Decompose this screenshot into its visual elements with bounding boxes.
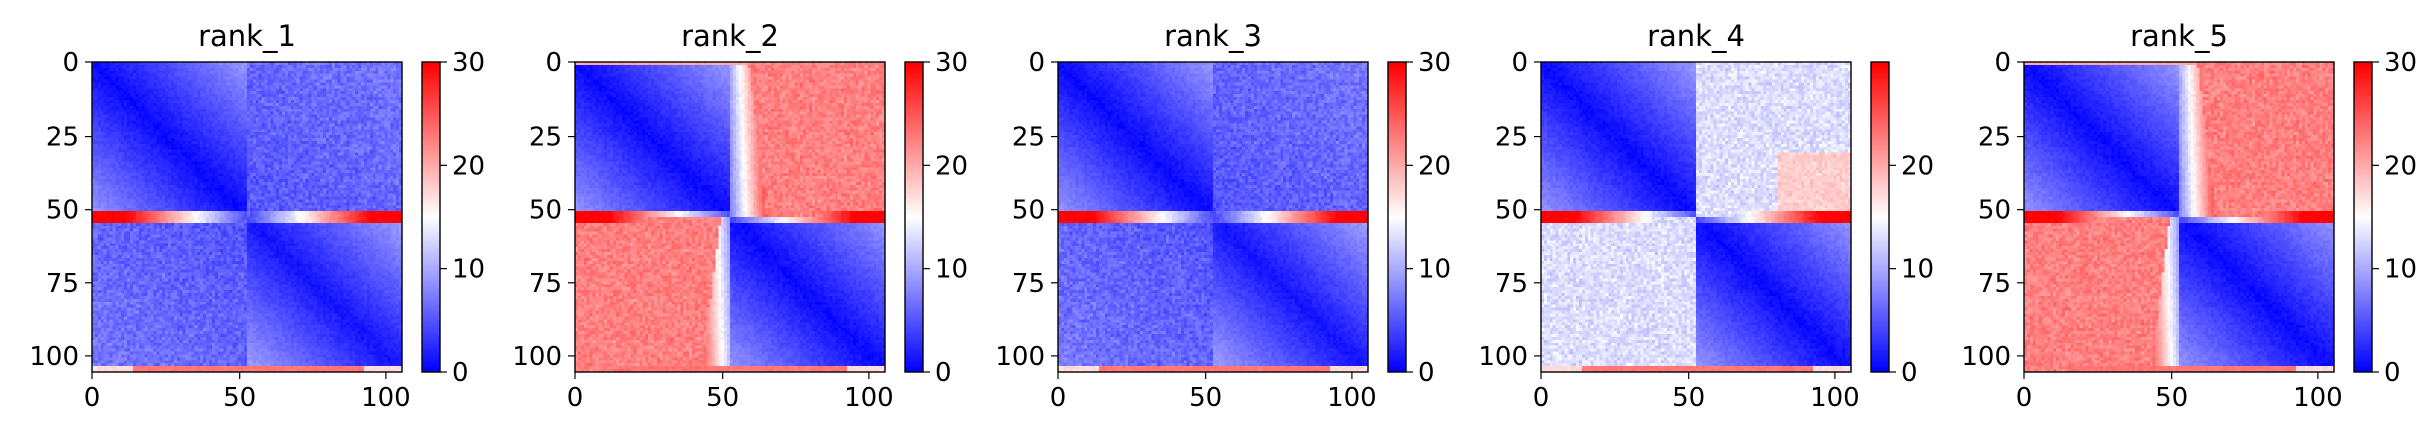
y-tick-label: 75 — [46, 269, 79, 299]
y-tick-label: 50 — [46, 196, 79, 226]
panel-title: rank_5 — [2130, 19, 2228, 53]
y-tick-label: 25 — [1495, 123, 1528, 153]
plot-frame — [91, 61, 403, 373]
colorbar-tick-label: 30 — [2384, 48, 2417, 78]
colorbar-frame — [421, 61, 441, 373]
panel-title: rank_1 — [198, 19, 296, 53]
y-tick-label: 0 — [1511, 48, 1528, 78]
colorbar-tick-label: 30 — [1418, 48, 1451, 78]
y-tick-label: 75 — [1012, 269, 1045, 299]
colorbar-tick-label: 30 — [935, 48, 968, 78]
colorbar-frame — [2353, 61, 2373, 373]
y-tick-label: 100 — [1478, 342, 1528, 372]
colorbar-tick-label: 0 — [452, 358, 469, 388]
y-tick-label: 25 — [46, 123, 79, 153]
colorbar-tick-label: 20 — [1901, 151, 1934, 181]
y-tick-label: 25 — [529, 123, 562, 153]
x-tick-label: 100 — [1327, 383, 1377, 413]
y-tick-label: 75 — [1495, 269, 1528, 299]
x-tick-label: 100 — [1810, 383, 1860, 413]
x-tick-label: 0 — [1050, 383, 1067, 413]
y-tick-label: 0 — [62, 48, 79, 78]
x-tick-label: 0 — [567, 383, 584, 413]
x-tick-label: 50 — [1672, 383, 1705, 413]
heatmap-image — [2024, 62, 2334, 372]
y-tick-label: 100 — [512, 342, 562, 372]
heatmap-image — [575, 62, 885, 372]
plot-frame — [574, 61, 886, 373]
y-tick-label: 50 — [1012, 196, 1045, 226]
colorbar-tick-label: 30 — [452, 48, 485, 78]
plot-frame — [2023, 61, 2335, 373]
colorbar-tick-label: 10 — [1901, 255, 1934, 285]
y-tick-label: 0 — [1994, 48, 2011, 78]
x-tick-label: 100 — [844, 383, 894, 413]
colorbar — [422, 62, 440, 372]
heatmap-image — [1541, 62, 1851, 372]
plot-frame — [1057, 61, 1369, 373]
colorbar — [1388, 62, 1406, 372]
x-tick-label: 50 — [1189, 383, 1222, 413]
heatmap-image — [1058, 62, 1368, 372]
panel-title: rank_2 — [681, 19, 779, 53]
y-tick-label: 50 — [1495, 196, 1528, 226]
colorbar — [905, 62, 923, 372]
x-tick-label: 0 — [1533, 383, 1550, 413]
colorbar-tick-label: 0 — [2384, 358, 2401, 388]
colorbar-tick-label: 20 — [1418, 151, 1451, 181]
x-tick-label: 50 — [223, 383, 256, 413]
x-tick-label: 100 — [2293, 383, 2343, 413]
y-tick-label: 50 — [1978, 196, 2011, 226]
y-tick-label: 25 — [1012, 123, 1045, 153]
colorbar-frame — [904, 61, 924, 373]
plot-frame — [1540, 61, 1852, 373]
colorbar-tick-label: 20 — [452, 151, 485, 181]
x-tick-label: 0 — [84, 383, 101, 413]
y-tick-label: 50 — [529, 196, 562, 226]
y-tick-label: 100 — [29, 342, 79, 372]
y-tick-label: 75 — [1978, 269, 2011, 299]
panel-title: rank_4 — [1647, 19, 1745, 53]
colorbar-frame — [1870, 61, 1890, 373]
x-tick-label: 50 — [2155, 383, 2188, 413]
colorbar-tick-label: 10 — [452, 255, 485, 285]
colorbar-tick-label: 10 — [1418, 255, 1451, 285]
y-tick-label: 0 — [545, 48, 562, 78]
x-tick-label: 100 — [361, 383, 411, 413]
colorbar-tick-label: 20 — [935, 151, 968, 181]
heatmap-image — [92, 62, 402, 372]
colorbar-tick-label: 0 — [1418, 358, 1435, 388]
colorbar-tick-label: 0 — [1901, 358, 1918, 388]
y-tick-label: 100 — [995, 342, 1045, 372]
x-tick-label: 0 — [2016, 383, 2033, 413]
y-tick-label: 75 — [529, 269, 562, 299]
colorbar-tick-label: 20 — [2384, 151, 2417, 181]
colorbar — [2354, 62, 2372, 372]
y-tick-label: 25 — [1978, 123, 2011, 153]
colorbar-frame — [1387, 61, 1407, 373]
x-tick-label: 50 — [706, 383, 739, 413]
colorbar-tick-label: 10 — [2384, 255, 2417, 285]
y-tick-label: 0 — [1028, 48, 1045, 78]
colorbar-tick-label: 0 — [935, 358, 952, 388]
colorbar — [1871, 62, 1889, 372]
colorbar-tick-label: 10 — [935, 255, 968, 285]
y-tick-label: 100 — [1961, 342, 2011, 372]
panel-title: rank_3 — [1164, 19, 1262, 53]
